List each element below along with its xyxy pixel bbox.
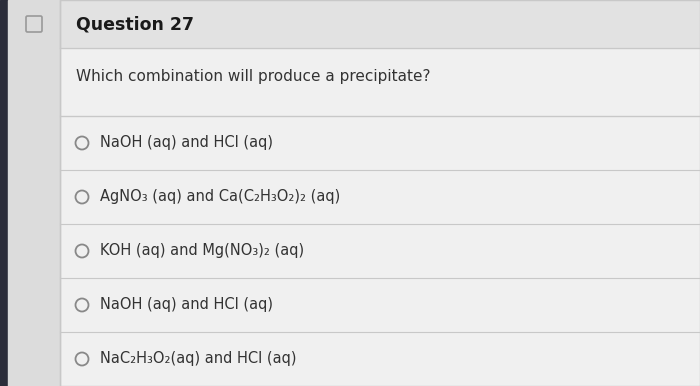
Bar <box>0 0 8 386</box>
Bar <box>60 278 700 332</box>
Bar <box>60 170 700 224</box>
Bar <box>60 116 700 170</box>
Text: NaOH (aq) and HCl (aq): NaOH (aq) and HCl (aq) <box>100 298 273 313</box>
Text: KOH (aq) and Mg(NO₃)₂ (aq): KOH (aq) and Mg(NO₃)₂ (aq) <box>100 244 304 259</box>
Bar <box>60 224 700 278</box>
Text: NaC₂H₃O₂(aq) and HCl (aq): NaC₂H₃O₂(aq) and HCl (aq) <box>100 352 297 366</box>
Bar <box>60 0 700 48</box>
Bar <box>60 48 700 116</box>
Bar <box>60 332 700 386</box>
Text: NaOH (aq) and HCl (aq): NaOH (aq) and HCl (aq) <box>100 135 273 151</box>
Text: AgNO₃ (aq) and Ca(C₂H₃O₂)₂ (aq): AgNO₃ (aq) and Ca(C₂H₃O₂)₂ (aq) <box>100 190 340 205</box>
Text: Question 27: Question 27 <box>76 16 194 34</box>
Bar <box>8 0 60 386</box>
Text: Which combination will produce a precipitate?: Which combination will produce a precipi… <box>76 69 430 84</box>
